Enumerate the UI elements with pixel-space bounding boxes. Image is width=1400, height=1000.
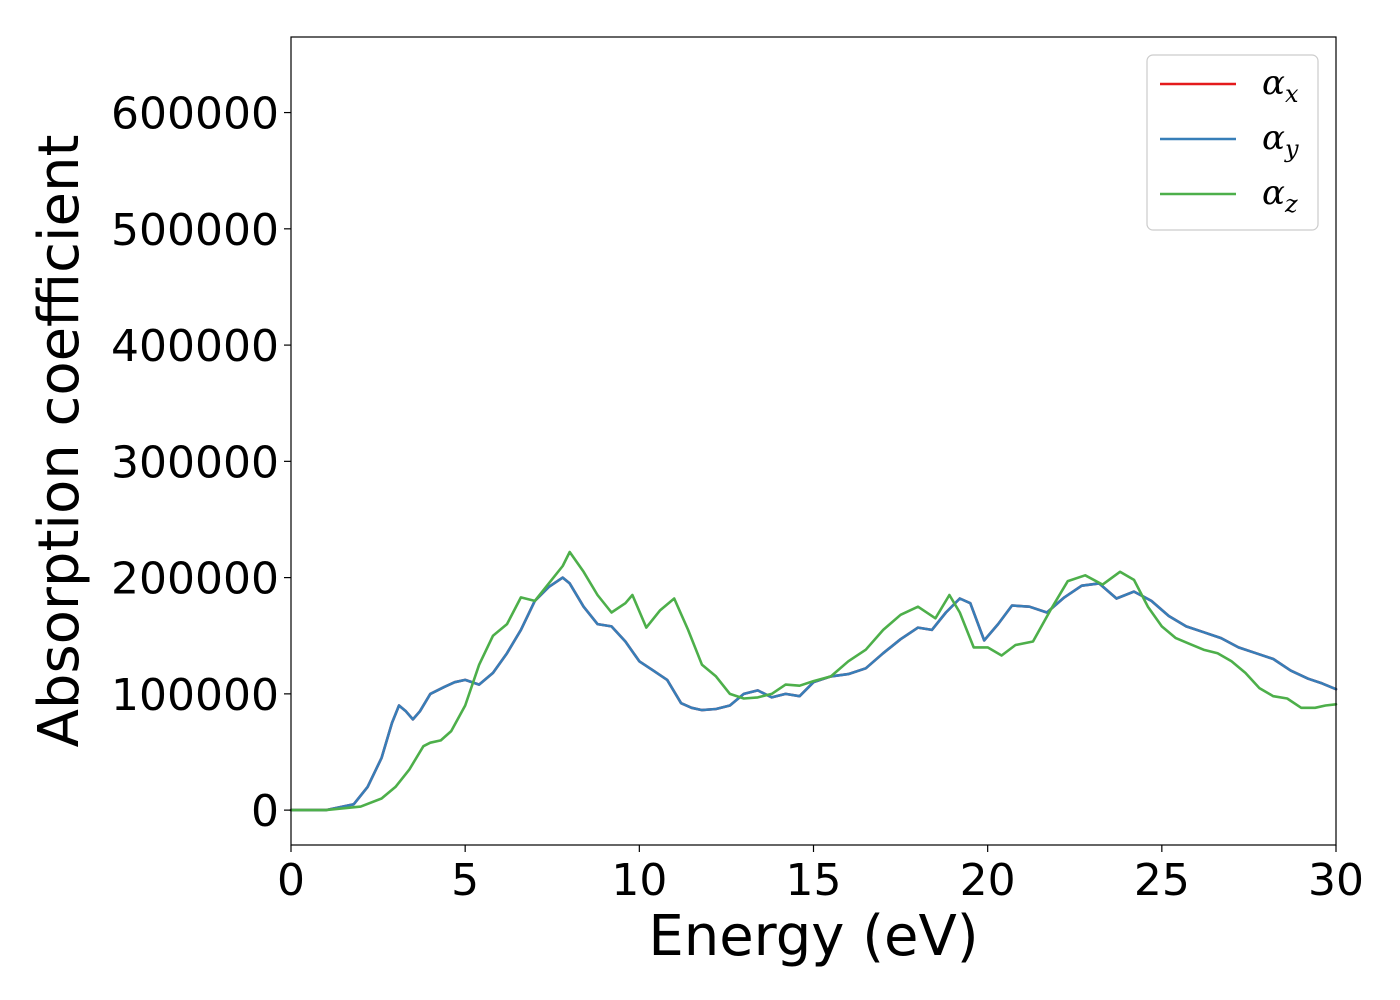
y-tick-label: 100000 [111, 670, 279, 721]
series-line-y [289, 576, 1338, 812]
x-axis: 0 5 10 15 20 25 30 [277, 845, 1364, 906]
y-tick-label: 200000 [111, 554, 279, 605]
x-tick-label: 25 [1134, 855, 1190, 906]
y-tick-label: 300000 [111, 437, 279, 488]
x-tick-label: 5 [451, 855, 479, 906]
legend-label-x: αx [1262, 63, 1299, 108]
x-tick-label: 10 [611, 855, 667, 906]
legend-label-y: αy [1262, 118, 1299, 163]
y-tick-label: 400000 [111, 321, 279, 372]
legend-box [1146, 54, 1319, 231]
x-axis-label: Energy (eV) [648, 904, 978, 969]
legend-label-z: αz [1262, 173, 1298, 218]
legend: αx αy αz [1146, 54, 1319, 231]
y-tick-label: 600000 [111, 89, 279, 140]
x-tick-label: 0 [277, 855, 305, 906]
series-lines [289, 550, 1338, 812]
y-axis-label: Absorption coefficient [27, 135, 92, 748]
x-tick-label: 30 [1308, 855, 1364, 906]
x-tick-label: 15 [786, 855, 842, 906]
series-line-x [289, 576, 1338, 812]
y-axis: 0 100000 200000 300000 400000 500000 600000 [111, 89, 291, 837]
x-tick-label: 20 [960, 855, 1016, 906]
y-tick-label: 0 [251, 786, 279, 837]
series-line-z [289, 550, 1338, 812]
y-tick-label: 500000 [111, 205, 279, 256]
